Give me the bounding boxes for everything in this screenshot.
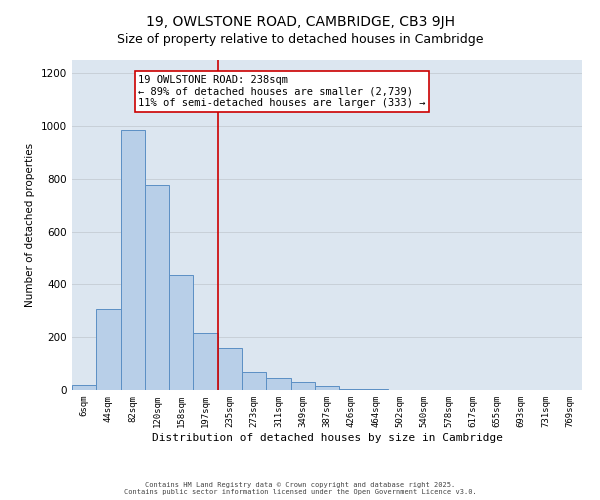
Y-axis label: Number of detached properties: Number of detached properties: [25, 143, 35, 307]
Bar: [145, 186, 169, 390]
X-axis label: Distribution of detached houses by size in Cambridge: Distribution of detached houses by size …: [151, 432, 503, 442]
Bar: [315, 386, 339, 390]
Bar: [218, 348, 242, 390]
Text: Size of property relative to detached houses in Cambridge: Size of property relative to detached ho…: [117, 32, 483, 46]
Bar: [266, 378, 290, 390]
Bar: [193, 333, 218, 390]
Text: 19 OWLSTONE ROAD: 238sqm
← 89% of detached houses are smaller (2,739)
11% of sem: 19 OWLSTONE ROAD: 238sqm ← 89% of detach…: [139, 75, 426, 108]
Text: Contains HM Land Registry data © Crown copyright and database right 2025.
Contai: Contains HM Land Registry data © Crown c…: [124, 482, 476, 495]
Bar: [121, 130, 145, 390]
Bar: [72, 384, 96, 390]
Bar: [242, 372, 266, 390]
Bar: [290, 382, 315, 390]
Text: 19, OWLSTONE ROAD, CAMBRIDGE, CB3 9JH: 19, OWLSTONE ROAD, CAMBRIDGE, CB3 9JH: [146, 15, 455, 29]
Bar: [339, 388, 364, 390]
Bar: [96, 310, 121, 390]
Bar: [169, 275, 193, 390]
